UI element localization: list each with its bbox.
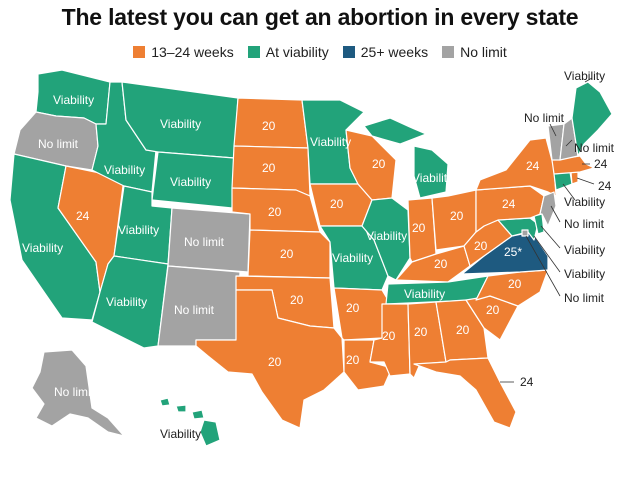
label-texas: 20: [268, 355, 282, 369]
hawaii-island-big-island: [200, 420, 220, 446]
state-dc: [522, 230, 528, 236]
label-louisiana: 20: [346, 353, 360, 367]
label-vermont: No limit: [524, 111, 565, 125]
label-iowa: 20: [330, 197, 344, 211]
label-utah: Viability: [118, 223, 159, 237]
hawaii-island-maui: [192, 410, 204, 419]
label-kansas: 20: [280, 247, 294, 261]
label-indiana: 20: [412, 221, 426, 235]
label-florida: 24: [520, 375, 534, 389]
label-arkansas: 20: [346, 301, 360, 315]
label-massachusetts: 24: [594, 157, 608, 171]
label-nevada: 24: [76, 209, 90, 223]
label-south-carolina: 20: [486, 303, 500, 317]
state-florida: [414, 358, 516, 428]
label-new-hampshire: No limit: [574, 141, 615, 155]
label-new-york: 24: [526, 159, 540, 173]
label-maine: Viability: [564, 69, 605, 83]
label-california: Viability: [22, 241, 63, 255]
label-oklahoma: 20: [290, 293, 304, 307]
state-new-york: [476, 138, 556, 196]
label-alaska: No limit: [54, 385, 95, 399]
label-north-carolina: 20: [508, 277, 522, 291]
label-mississippi: 20: [382, 329, 396, 343]
label-new-jersey: No limit: [564, 217, 605, 231]
label-delaware: Viability: [564, 243, 605, 257]
label-alabama: 20: [414, 325, 428, 339]
label-missouri: Viability: [332, 251, 373, 265]
label-maryland: Viability: [564, 267, 605, 281]
label-kentucky: 20: [434, 257, 448, 271]
label-michigan: Viability: [412, 171, 453, 185]
label-rhode-island: 24: [598, 179, 612, 193]
label-minnesota: Viability: [310, 135, 351, 149]
label-colorado: No limit: [184, 235, 225, 249]
label-nebraska: 20: [268, 205, 282, 219]
hawaii-island-kauai: [160, 398, 170, 406]
label-tennessee: Viability: [404, 287, 445, 301]
label-wisconsin: 20: [372, 157, 386, 171]
label-illinois: Viability: [366, 229, 407, 243]
label-arizona: Viability: [106, 295, 147, 309]
label-washington: Viability: [53, 93, 94, 107]
label-idaho: Viability: [104, 163, 145, 177]
state-rhode-island: [571, 172, 578, 184]
label-montana: Viability: [160, 117, 201, 131]
leader-line-delaware: [541, 226, 560, 248]
label-north-dakota: 20: [262, 119, 276, 133]
label-pennsylvania: 24: [502, 197, 516, 211]
label-new-mexico: No limit: [174, 303, 215, 317]
state-arkansas: [334, 288, 388, 340]
leader-line-rhode-island: [577, 178, 594, 184]
label-connecticut: Viability: [564, 195, 605, 209]
hawaii-island-oahu: [176, 405, 186, 412]
label-wyoming: Viability: [170, 175, 211, 189]
label-hawaii: Viability: [160, 427, 201, 441]
label-south-dakota: 20: [262, 161, 276, 175]
label-oregon: No limit: [38, 137, 79, 151]
label-virginia: 25*: [504, 245, 522, 259]
label-georgia: 20: [456, 323, 470, 337]
state-connecticut: [554, 172, 572, 190]
label-dc: No limit: [564, 291, 605, 305]
label-west-virginia: 20: [474, 239, 488, 253]
label-ohio: 20: [450, 209, 464, 223]
